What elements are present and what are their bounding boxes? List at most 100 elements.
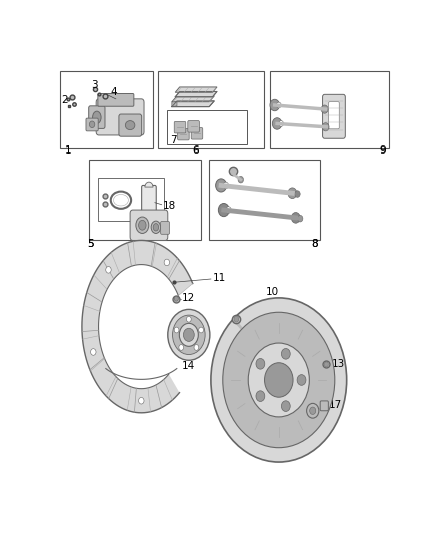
Circle shape	[281, 401, 290, 411]
Circle shape	[279, 120, 283, 126]
Text: 12: 12	[182, 293, 195, 303]
Text: 4: 4	[111, 87, 117, 98]
FancyBboxPatch shape	[130, 210, 168, 240]
Circle shape	[276, 102, 281, 108]
Bar	[158, 70, 264, 148]
FancyBboxPatch shape	[328, 102, 339, 129]
Bar	[209, 160, 320, 240]
Circle shape	[291, 213, 300, 223]
FancyBboxPatch shape	[127, 118, 137, 131]
FancyBboxPatch shape	[98, 93, 134, 106]
Bar	[167, 110, 247, 143]
Circle shape	[106, 266, 111, 273]
Circle shape	[226, 207, 231, 213]
Ellipse shape	[125, 120, 135, 130]
Text: 1: 1	[65, 146, 72, 156]
Polygon shape	[172, 101, 214, 107]
FancyBboxPatch shape	[322, 94, 345, 138]
Ellipse shape	[92, 111, 101, 124]
Circle shape	[187, 317, 191, 322]
Circle shape	[265, 363, 293, 397]
Ellipse shape	[153, 224, 159, 231]
Circle shape	[234, 317, 239, 322]
Bar	[270, 70, 389, 148]
Text: 5: 5	[87, 239, 94, 249]
Text: 6: 6	[192, 146, 199, 156]
Text: 3: 3	[92, 80, 98, 90]
Text: 13: 13	[332, 359, 345, 368]
Text: 7: 7	[170, 135, 177, 145]
Ellipse shape	[113, 195, 128, 206]
Circle shape	[91, 349, 96, 356]
Circle shape	[199, 327, 204, 333]
Bar	[60, 70, 153, 148]
Text: 16: 16	[306, 415, 319, 425]
Circle shape	[138, 398, 144, 404]
Polygon shape	[82, 240, 193, 413]
Text: 14: 14	[182, 361, 195, 370]
Text: 5: 5	[87, 239, 94, 249]
Polygon shape	[175, 92, 217, 97]
FancyBboxPatch shape	[320, 401, 328, 411]
FancyBboxPatch shape	[174, 122, 186, 133]
FancyBboxPatch shape	[88, 106, 105, 128]
Circle shape	[223, 312, 335, 448]
FancyBboxPatch shape	[178, 128, 189, 140]
Polygon shape	[175, 87, 217, 92]
Circle shape	[321, 105, 328, 113]
Text: 8: 8	[311, 239, 318, 249]
Circle shape	[130, 122, 134, 127]
Circle shape	[174, 327, 179, 333]
Circle shape	[238, 176, 244, 183]
Text: 8: 8	[311, 239, 318, 249]
Text: 10: 10	[265, 287, 279, 297]
Circle shape	[174, 296, 178, 301]
Circle shape	[184, 328, 194, 342]
Circle shape	[168, 309, 210, 360]
Text: 9: 9	[379, 146, 385, 156]
Circle shape	[295, 191, 300, 197]
Circle shape	[256, 391, 265, 401]
Circle shape	[310, 407, 316, 415]
Circle shape	[297, 375, 306, 385]
Text: 2: 2	[61, 95, 67, 105]
Circle shape	[164, 259, 170, 266]
Circle shape	[219, 204, 229, 216]
Text: 11: 11	[212, 273, 226, 283]
Ellipse shape	[138, 220, 146, 230]
Circle shape	[173, 315, 205, 354]
Polygon shape	[172, 96, 214, 102]
Circle shape	[322, 123, 329, 131]
Ellipse shape	[136, 217, 149, 233]
Circle shape	[223, 182, 229, 189]
Text: 15: 15	[243, 311, 256, 321]
Circle shape	[272, 118, 282, 129]
Ellipse shape	[111, 191, 131, 209]
Circle shape	[270, 99, 279, 111]
FancyBboxPatch shape	[86, 118, 98, 131]
Text: 9: 9	[379, 145, 385, 155]
Circle shape	[230, 167, 236, 174]
FancyBboxPatch shape	[119, 114, 141, 136]
Circle shape	[215, 179, 226, 192]
Circle shape	[179, 344, 184, 350]
Circle shape	[324, 362, 328, 367]
Text: 18: 18	[162, 200, 176, 211]
FancyBboxPatch shape	[161, 222, 170, 235]
Circle shape	[256, 359, 265, 369]
FancyBboxPatch shape	[96, 99, 144, 135]
Text: 17: 17	[329, 400, 342, 409]
FancyBboxPatch shape	[191, 127, 203, 139]
Bar	[88, 160, 201, 240]
Circle shape	[248, 343, 309, 417]
Text: 6: 6	[192, 145, 199, 155]
Ellipse shape	[151, 221, 161, 233]
Polygon shape	[172, 101, 177, 107]
Circle shape	[179, 324, 198, 346]
Wedge shape	[145, 182, 153, 187]
Circle shape	[281, 349, 290, 359]
Circle shape	[211, 298, 347, 462]
Circle shape	[307, 403, 319, 418]
Circle shape	[297, 215, 303, 222]
Circle shape	[194, 344, 199, 350]
